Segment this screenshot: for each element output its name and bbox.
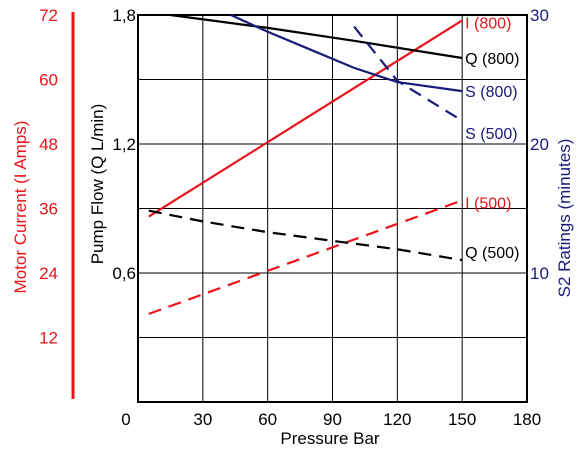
x-axis-title: Pressure Bar xyxy=(280,429,380,448)
flow-tick-label: 0,6 xyxy=(112,264,136,283)
x-tick-label: 90 xyxy=(323,410,342,429)
current-tick-label: 24 xyxy=(39,264,58,283)
series-line-s-500 xyxy=(353,25,463,122)
rating-tick-label: 10 xyxy=(530,264,549,283)
x-tick-labels: 0 30 60 90 120 150 180 xyxy=(121,410,541,429)
series-line-q-800 xyxy=(170,13,463,60)
series-label: S (500) xyxy=(465,126,517,143)
series-line-i-800 xyxy=(148,19,463,218)
series-label: I (800) xyxy=(465,15,511,32)
current-tick-label: 48 xyxy=(39,135,58,154)
rating-tick-label: 30 xyxy=(530,6,549,25)
x-tick-label: 150 xyxy=(448,410,476,429)
series-line-q-500 xyxy=(148,209,463,262)
x-tick-label: 0 xyxy=(121,410,130,429)
x-tick-label: 60 xyxy=(258,410,277,429)
plot-frame xyxy=(137,14,528,403)
rating-tick-labels: 30 20 10 xyxy=(530,6,549,283)
current-tick-label: 60 xyxy=(39,71,58,90)
grid xyxy=(138,15,527,402)
x-tick-label: 120 xyxy=(383,410,411,429)
x-tick-label: 180 xyxy=(513,410,541,429)
flow-tick-labels: 1,8 1,2 0,6 xyxy=(112,6,136,283)
flow-axis-title: Pump Flow (Q L/min) xyxy=(88,104,107,265)
x-tick-label: 30 xyxy=(193,410,212,429)
flow-tick-label: 1,8 xyxy=(112,6,136,25)
rating-tick-label: 20 xyxy=(530,135,549,154)
series-line-s-800 xyxy=(230,13,463,93)
rating-axis-title: S2 Ratings (minutes) xyxy=(555,139,574,298)
series-label: S (800) xyxy=(465,84,517,101)
series-line-i-500 xyxy=(148,199,463,315)
series-label: I (500) xyxy=(465,195,511,212)
series-labels: I (800) I (500) Q (800) Q (500) S (800) S (50… xyxy=(465,15,519,262)
current-tick-label: 12 xyxy=(39,329,58,348)
series-label: Q (500) xyxy=(465,245,519,262)
current-tick-labels: 72 60 48 36 24 12 xyxy=(39,6,58,348)
current-tick-label: 72 xyxy=(39,6,58,25)
current-tick-label: 36 xyxy=(39,200,58,219)
current-axis-title: Motor Current (I Amps) xyxy=(11,121,30,294)
series-lines xyxy=(148,13,463,315)
series-label: Q (800) xyxy=(465,51,519,68)
flow-tick-label: 1,2 xyxy=(112,135,136,154)
